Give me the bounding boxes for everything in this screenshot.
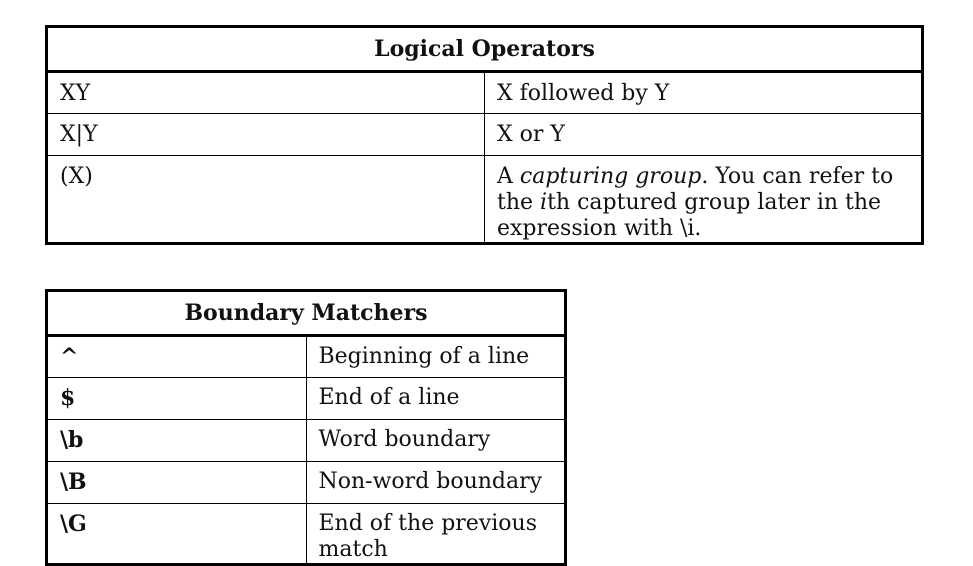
emphasis-text: i <box>540 190 548 215</box>
table-row: X|Y X or Y <box>46 113 923 156</box>
description-text: th captured group later in the expressio… <box>497 190 882 241</box>
description-cell: X followed by Y <box>484 71 923 114</box>
table-row: \B Non-word boundary <box>46 461 566 504</box>
table-row: XY X followed by Y <box>46 71 923 114</box>
description-cell: End of the previous match <box>305 503 566 565</box>
table-row: (X) A capturing group. You can refer to … <box>46 155 923 244</box>
construct-cell: ^ <box>46 335 307 378</box>
table-row: ^ Beginning of a line <box>46 335 566 378</box>
construct-cell: \B <box>46 461 307 504</box>
boundary-matchers-table: Boundary Matchers ^ Beginning of a line … <box>45 289 567 566</box>
description-text: . You can refer to the <box>497 164 894 215</box>
boundary-matchers-title: Boundary Matchers <box>46 290 566 337</box>
description-cell: X or Y <box>484 113 923 156</box>
description-cell: Non-word boundary <box>305 461 566 504</box>
table-row: $ End of a line <box>46 377 566 420</box>
construct-cell: \G <box>46 503 307 565</box>
description-cell: End of a line <box>305 377 566 420</box>
description-cell: Beginning of a line <box>305 335 566 378</box>
construct-cell: $ <box>46 377 307 420</box>
logical-operators-title: Logical Operators <box>46 26 923 73</box>
logical-operators-table: Logical Operators XY X followed by Y X|Y… <box>45 25 924 245</box>
emphasis-text: capturing group <box>519 164 702 189</box>
construct-cell: X|Y <box>46 113 485 156</box>
description-cell: Word boundary <box>305 419 566 462</box>
table-row: \G End of the previous match <box>46 503 566 565</box>
construct-cell: \b <box>46 419 307 462</box>
construct-cell: (X) <box>46 155 485 244</box>
description-text: A <box>497 164 520 189</box>
table-row: \b Word boundary <box>46 419 566 462</box>
construct-cell: XY <box>46 71 485 114</box>
description-cell: A capturing group. You can refer to the … <box>484 155 923 244</box>
